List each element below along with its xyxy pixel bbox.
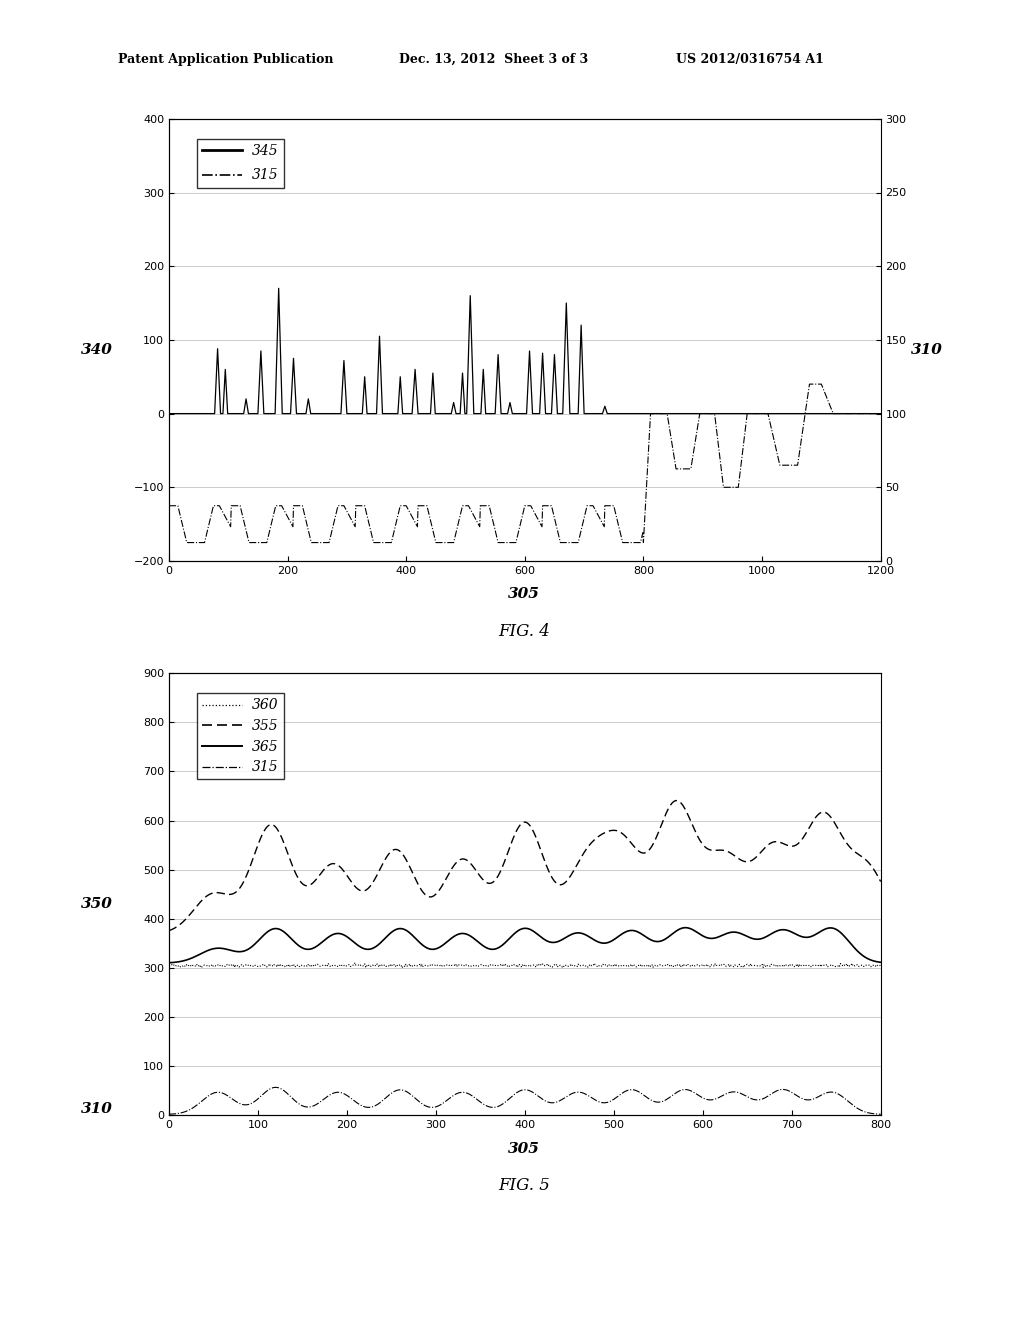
Text: 310: 310 — [910, 343, 943, 356]
Text: FIG. 4: FIG. 4 — [499, 623, 550, 640]
Text: 350: 350 — [81, 898, 114, 911]
Text: 305: 305 — [508, 1142, 541, 1156]
Text: 310: 310 — [81, 1102, 114, 1115]
Legend: 360, 355, 365, 315: 360, 355, 365, 315 — [197, 693, 285, 779]
Legend: 345, 315: 345, 315 — [197, 139, 285, 187]
Text: 340: 340 — [81, 343, 114, 356]
Text: Patent Application Publication: Patent Application Publication — [118, 53, 333, 66]
Text: US 2012/0316754 A1: US 2012/0316754 A1 — [676, 53, 823, 66]
Text: 305: 305 — [508, 587, 541, 602]
Text: Dec. 13, 2012  Sheet 3 of 3: Dec. 13, 2012 Sheet 3 of 3 — [399, 53, 589, 66]
Text: FIG. 5: FIG. 5 — [499, 1177, 550, 1195]
